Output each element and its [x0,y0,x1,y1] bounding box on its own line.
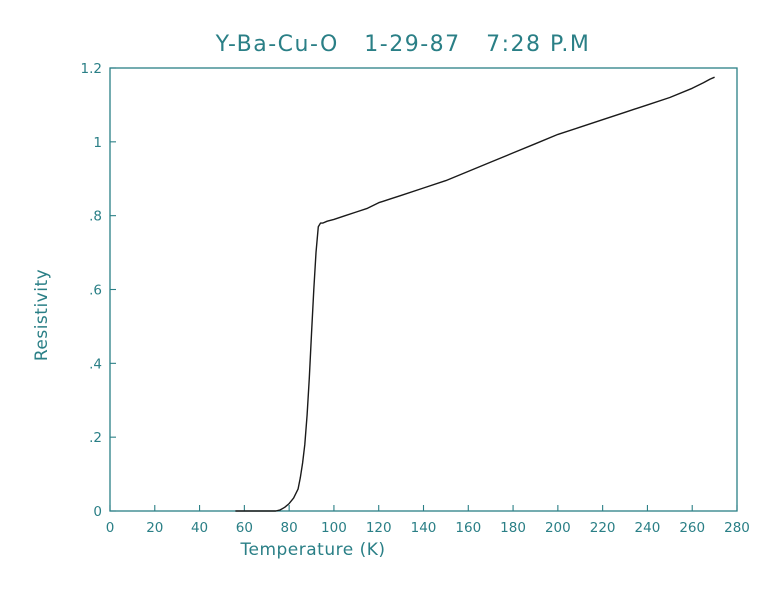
x-tick-label: 200 [545,520,571,536]
y-tick-label: 0 [93,504,102,520]
x-tick-label: 240 [635,520,661,536]
y-tick-label: 1.2 [81,61,102,77]
chart-title: Y-Ba-Cu-O 1-29-87 7:28 P.M [215,32,591,57]
x-axis-label: Temperature (K) [239,540,385,560]
x-tick-label: 100 [321,520,347,536]
plot-frame [109,67,738,512]
x-tick-label: 260 [679,520,705,536]
y-axis-label: Resistivity [32,269,52,361]
x-tick-label: 40 [191,520,208,536]
y-tick-label: 1 [93,135,102,151]
y-tick-label: .2 [89,430,102,446]
x-tick-label: 180 [500,520,526,536]
x-tick-label: 20 [146,520,163,536]
x-tick-label: 160 [455,520,481,536]
x-tick-label: 0 [106,520,115,536]
x-tick-label: 280 [724,520,750,536]
y-axis: 0 .2 .4 .6 .8 1 1.2 [81,61,116,520]
x-tick-label: 80 [281,520,298,536]
x-tick-label: 60 [236,520,253,536]
x-tick-label: 120 [366,520,392,536]
x-tick-label: 140 [411,520,437,536]
resistivity-series-line [235,76,715,512]
x-tick-label: 220 [590,520,616,536]
y-tick-label: .6 [89,283,102,299]
y-tick-label: .4 [89,356,102,372]
y-tick-label: .8 [89,209,102,225]
x-axis: 0 20 40 60 80 100 120 140 160 180 200 220 240 260 280 [106,505,750,536]
